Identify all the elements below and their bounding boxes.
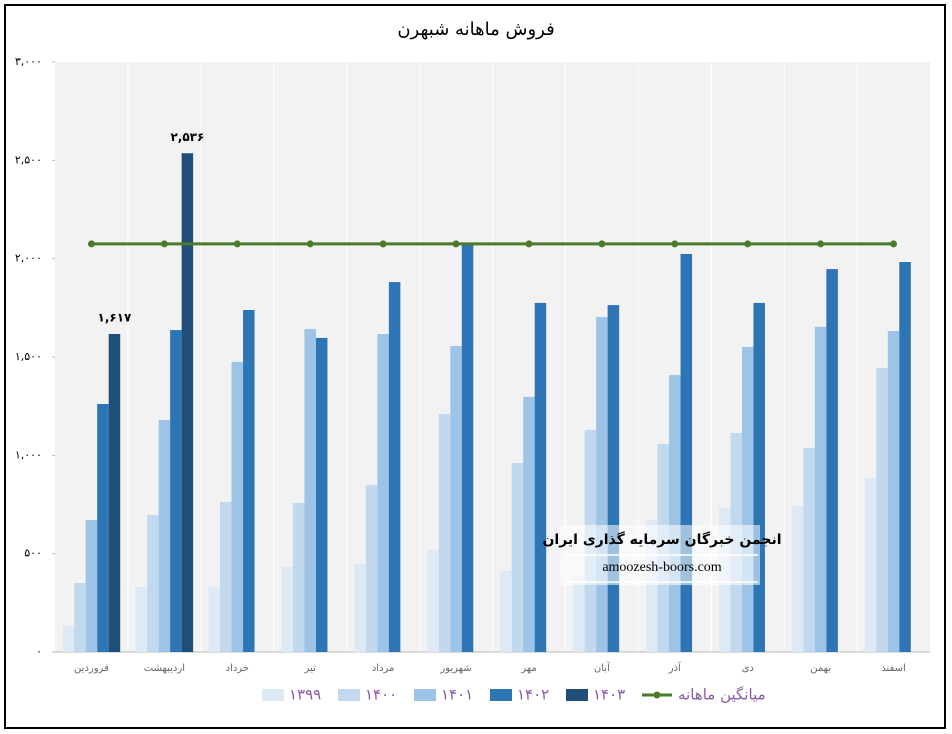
bar [646, 520, 658, 652]
bar [281, 567, 293, 652]
bar [108, 333, 121, 652]
bar [97, 404, 109, 652]
line-point [233, 240, 241, 248]
legend-label: ۱۳۹۹ [289, 686, 321, 704]
legend-swatch [490, 689, 512, 701]
line-point [306, 240, 314, 248]
line-point [817, 240, 825, 248]
bar [876, 368, 888, 652]
legend-label: ۱۴۰۳ [593, 686, 625, 704]
x-tick-label: آذر [668, 661, 682, 674]
bar [741, 346, 754, 652]
bar [523, 396, 535, 652]
legend-label: ۱۴۰۰ [365, 686, 397, 704]
x-tick-label: تیر [304, 663, 317, 674]
x-tick-label: شهریور [439, 663, 471, 674]
bar [74, 582, 86, 652]
x-tick-label: خرداد [226, 663, 249, 674]
y-tick-label: ۲,۵۰۰ [15, 153, 42, 166]
x-tick-label: مهر [520, 663, 536, 674]
bar [220, 501, 232, 652]
y-tick-label: ۰ [36, 645, 42, 658]
x-tick-label: فروردین [74, 663, 109, 674]
bar [573, 577, 585, 652]
bar [135, 587, 148, 652]
y-tick-label: ۳,۰۰۰ [15, 55, 42, 68]
bar [511, 463, 524, 652]
bar [231, 361, 244, 652]
bar [826, 269, 838, 652]
bar [607, 305, 620, 652]
bar [450, 345, 462, 652]
bar [147, 514, 159, 652]
line-point [379, 240, 387, 248]
bar [292, 502, 305, 652]
bar [208, 587, 221, 652]
bar [887, 331, 900, 652]
line-point [744, 240, 752, 248]
legend-point [653, 691, 661, 699]
x-tick-label: آبان [594, 661, 611, 674]
bar [427, 549, 439, 652]
x-tick-label: اردیبهشت [144, 663, 185, 674]
bar [438, 414, 451, 652]
bar [899, 262, 911, 652]
line-point [890, 240, 898, 248]
bar [158, 419, 171, 652]
bar [461, 242, 474, 652]
bar [181, 153, 194, 652]
line-point [160, 240, 168, 248]
bar [170, 330, 182, 652]
bar [791, 506, 804, 652]
line-point [87, 240, 95, 248]
chart-title: فروش ماهانه شبهرن [397, 19, 554, 40]
legend-swatch [262, 689, 284, 701]
bar [753, 302, 765, 652]
bar [534, 302, 547, 652]
bar [669, 375, 681, 652]
bar [388, 282, 401, 652]
bar [85, 520, 98, 652]
bar [500, 570, 512, 652]
line-point [671, 240, 679, 248]
bar [243, 309, 255, 652]
bar [377, 333, 389, 652]
y-tick-label: ۵۰۰ [24, 547, 42, 560]
legend-label: ۱۴۰۲ [517, 686, 549, 704]
legend-label: ۱۴۰۱ [441, 686, 473, 704]
x-tick-label: مرداد [372, 663, 395, 674]
value-label: ۱,۶۱۷ [98, 310, 133, 324]
bar [304, 329, 316, 652]
value-label: ۲,۵۳۶ [170, 130, 204, 144]
annotation: انجمن خبرگان سرمایه گذاری ایران [542, 531, 781, 548]
annotation: amoozesh-boors.com [602, 560, 721, 575]
line-point [525, 240, 533, 248]
bar [864, 477, 877, 652]
bar [814, 326, 827, 652]
bar [680, 253, 693, 653]
line-point [598, 240, 606, 248]
y-tick-label: ۲,۰۰۰ [15, 252, 42, 265]
bar [315, 337, 328, 652]
legend-label: میانگین ماهانه [678, 686, 766, 704]
x-tick-label: اسفند [881, 663, 905, 674]
bar [62, 626, 75, 652]
bar [803, 448, 815, 652]
y-tick-label: ۱,۰۰۰ [15, 448, 42, 461]
line-point [452, 240, 460, 248]
legend-swatch [338, 689, 360, 701]
bar [365, 485, 378, 652]
bar [596, 317, 608, 652]
x-tick-label: دی [742, 663, 754, 674]
legend-swatch [566, 689, 588, 701]
legend-swatch [414, 689, 436, 701]
bar [354, 564, 366, 652]
y-tick-label: ۱,۵۰۰ [15, 350, 42, 363]
x-tick-label: بهمن [810, 663, 831, 674]
